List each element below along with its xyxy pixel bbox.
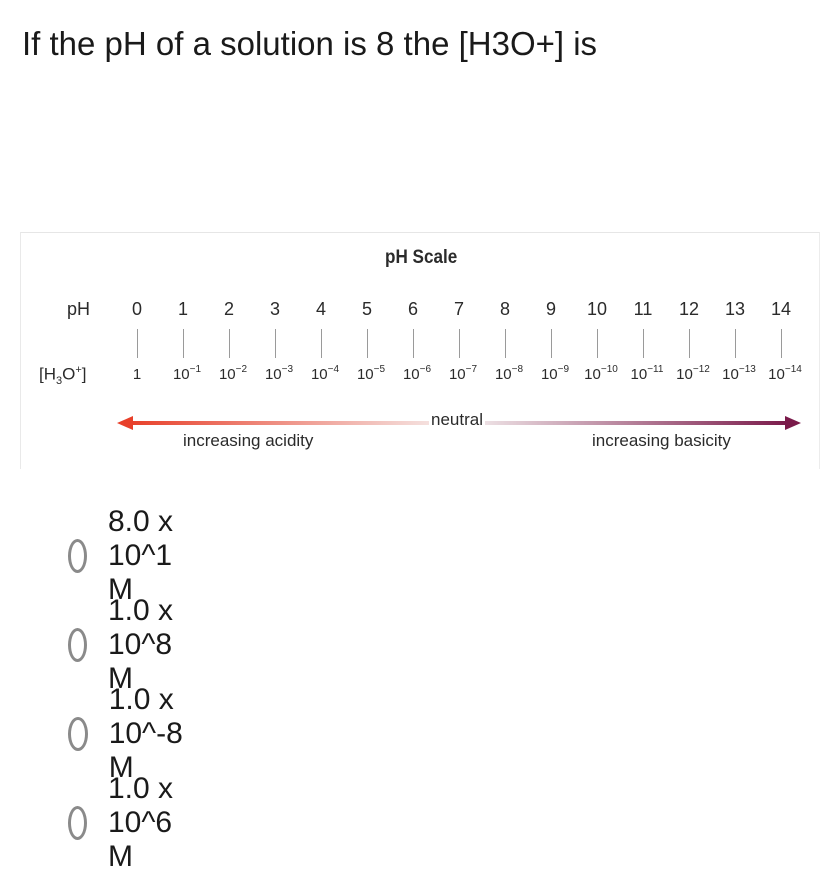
concentration-base: 10: [402, 366, 420, 383]
option-3[interactable]: 1.0 x 10^-8 M: [68, 683, 197, 784]
option-4[interactable]: 1.0 x 10^6 M: [68, 772, 187, 873]
ph-tick-line: [459, 329, 460, 358]
option-label: 1.0 x 10^8 M: [107, 594, 174, 695]
ph-tick-line: [413, 329, 414, 358]
ph-tick-line: [275, 329, 276, 358]
h3o-concentration-label: 10−13: [711, 364, 767, 383]
concentration-exponent: −12: [692, 364, 710, 375]
concentration-base: 10: [172, 366, 190, 383]
h3o-concentration-label: 10−8: [481, 364, 537, 383]
h3o-concentration-label: 10−3: [251, 364, 307, 383]
concentration-exponent: −3: [281, 364, 294, 375]
ph-tick-line: [367, 329, 368, 358]
concentration-exponent: −9: [557, 364, 570, 375]
concentration-base: 1: [132, 366, 142, 383]
ph-tick-line: [229, 329, 230, 358]
ph-value-label: 11: [633, 299, 653, 319]
option-label: 1.0 x 10^6 M: [107, 772, 174, 873]
ph-value-label: 1: [177, 299, 188, 319]
concentration-base: 10: [540, 366, 558, 383]
radio-button[interactable]: [68, 806, 87, 840]
option-label: 8.0 x 10^1 M: [107, 505, 174, 606]
ph-value-label: 12: [678, 299, 700, 319]
concentration-base: 10: [356, 366, 374, 383]
radio-button[interactable]: [68, 628, 87, 662]
ph-value-label: 5: [361, 299, 372, 319]
ph-value-label: 2: [223, 299, 234, 319]
h3o-concentration-label: 10−1: [159, 364, 215, 383]
h3o-concentration-label: 10−9: [527, 364, 583, 383]
concentration-exponent: −14: [784, 364, 802, 375]
concentration-exponent: −13: [738, 364, 756, 375]
ph-tick-line: [321, 329, 322, 358]
ph-tick-line: [781, 329, 782, 358]
option-label: 1.0 x 10^-8 M: [108, 683, 183, 784]
concentration-base: 10: [768, 366, 785, 383]
ph-row-label: pH: [67, 299, 91, 319]
concentration-exponent: −10: [600, 364, 618, 375]
ph-value-label: 10: [586, 299, 608, 319]
ph-value-label: 9: [545, 299, 556, 319]
concentration-base: 10: [264, 366, 282, 383]
concentration-base: 10: [218, 366, 236, 383]
concentration-exponent: −2: [235, 364, 248, 375]
concentration-base: 10: [448, 366, 466, 383]
h3o-concentration-label: 10−7: [435, 364, 491, 383]
radio-button[interactable]: [68, 717, 88, 751]
concentration-exponent: −5: [373, 364, 386, 375]
ph-tick-line: [735, 329, 736, 358]
concentration-exponent: −4: [327, 364, 340, 375]
basicity-label: increasing basicity: [592, 431, 731, 450]
h3o-concentration-label: 10−14: [757, 364, 813, 383]
ph-tick-line: [551, 329, 552, 358]
concentration-exponent: −6: [419, 364, 432, 375]
concentration-base: 10: [584, 366, 601, 383]
ph-value-label: 0: [131, 299, 142, 319]
concentration-base: 10: [676, 366, 693, 383]
h3o-row-label: [H3O+]: [39, 364, 87, 388]
ph-tick-line: [689, 329, 690, 358]
acidity-label: increasing acidity: [183, 431, 314, 450]
ph-value-label: 14: [770, 299, 792, 319]
concentration-base: 10: [722, 366, 739, 383]
h3o-concentration-label: 10−10: [573, 364, 629, 383]
h3o-concentration-label: 10−11: [619, 364, 675, 383]
h3o-concentration-label: 1: [109, 364, 165, 383]
concentration-exponent: −7: [465, 364, 478, 375]
h3o-concentration-label: 10−2: [205, 364, 261, 383]
ph-value-label: 8: [499, 299, 510, 319]
option-2[interactable]: 1.0 x 10^8 M: [68, 594, 187, 695]
radio-button[interactable]: [68, 539, 87, 573]
ph-tick-line: [183, 329, 184, 358]
ph-tick-line: [505, 329, 506, 358]
concentration-exponent: −11: [647, 364, 664, 375]
ph-value-label: 7: [453, 299, 464, 319]
ph-value-label: 13: [724, 299, 746, 319]
option-1[interactable]: 8.0 x 10^1 M: [68, 505, 187, 606]
concentration-exponent: −8: [511, 364, 524, 375]
h3o-concentration-label: 10−6: [389, 364, 445, 383]
ph-tick-line: [137, 329, 138, 358]
arrow-left-head: [117, 416, 133, 430]
h3o-concentration-label: 10−5: [343, 364, 399, 383]
ph-value-label: 4: [315, 299, 326, 319]
arrow-right-head: [785, 416, 801, 430]
h3o-concentration-label: 10−4: [297, 364, 353, 383]
concentration-base: 10: [494, 366, 512, 383]
ph-tick-line: [643, 329, 644, 358]
ph-value-label: 6: [407, 299, 418, 319]
ph-tick-line: [597, 329, 598, 358]
question-text: If the pH of a solution is 8 the [H3O+] …: [22, 25, 598, 62]
ph-value-label: 3: [269, 299, 280, 319]
ph-scale-figure: pH Scale pH [H3O+] 0 1 1 10−1 2 10−2 3 10−3 4 10−…: [20, 232, 820, 469]
concentration-base: 10: [310, 366, 328, 383]
concentration-base: 10: [630, 366, 648, 383]
concentration-exponent: −1: [189, 364, 202, 375]
h3o-concentration-label: 10−12: [665, 364, 721, 383]
